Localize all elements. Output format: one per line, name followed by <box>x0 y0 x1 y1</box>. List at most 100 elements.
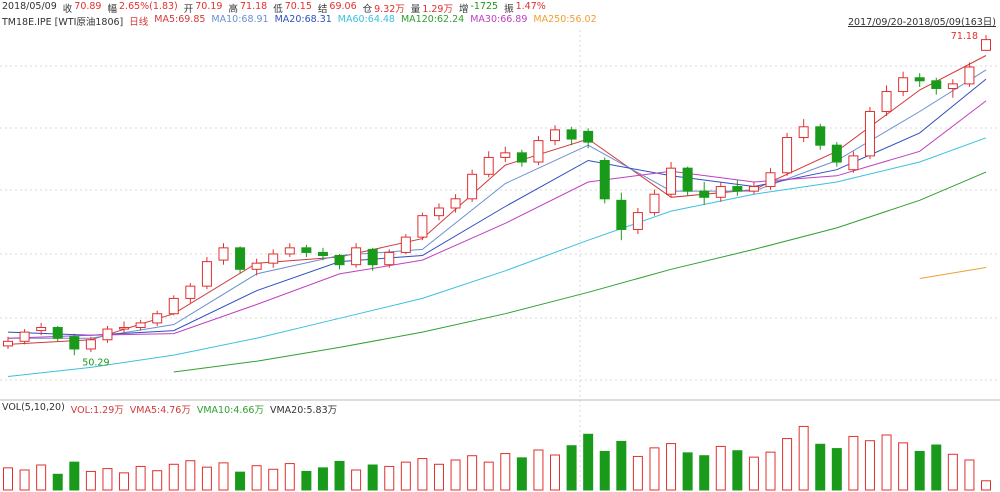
candle-body <box>914 77 925 82</box>
candle-body <box>616 199 627 230</box>
legend-entry: VMA5:4.76万 <box>129 405 191 416</box>
candle-body <box>351 247 362 266</box>
candle-body <box>516 152 527 163</box>
annotation: 50.29 <box>82 357 109 368</box>
candle-body <box>52 327 63 339</box>
volume-bar <box>433 463 444 491</box>
volume-bar <box>715 445 726 491</box>
candle-body <box>119 327 130 330</box>
candle-body <box>682 167 693 192</box>
candle-body <box>433 207 444 217</box>
candle-body <box>367 248 378 266</box>
volume-bar <box>616 440 627 491</box>
candle-body <box>467 173 478 200</box>
candle-body <box>235 247 246 270</box>
quote-label: 仓 <box>362 4 373 15</box>
candle-body <box>185 285 196 299</box>
quote-value: 70.15 <box>284 1 312 12</box>
candle-body <box>981 39 991 51</box>
candle-body <box>649 193 660 214</box>
candle-body <box>947 83 958 89</box>
range-label: 2017/09/20-2018/05/09(163日) <box>848 14 996 28</box>
volume-bar <box>765 451 776 491</box>
volume-bar <box>268 468 279 491</box>
candle-body <box>251 262 262 270</box>
volume-bar <box>931 444 942 491</box>
quote-label: 振 <box>504 4 514 15</box>
candle-body <box>732 186 743 192</box>
legend-entry: VMA20:5.83万 <box>269 405 338 416</box>
candle-body <box>284 247 295 255</box>
volume-header: VOL(5,10,20) VOL:1.29万 VMA5:4.76万 VMA10:4.… <box>2 402 337 416</box>
ma-header: TM18E.IPE [WTI原油1806] 日线 MA5:69.85 MA10:6… <box>2 14 597 28</box>
volume-bar <box>898 442 909 491</box>
date: 2018/05/09 <box>2 1 57 12</box>
volume-bar <box>36 464 47 491</box>
annotation: 71.18 <box>951 31 978 42</box>
candle-body <box>36 327 47 332</box>
candle-body <box>69 336 80 350</box>
period: 日线 <box>129 17 149 28</box>
quote-value: 1.47% <box>515 1 546 12</box>
volume-bar <box>52 473 63 491</box>
quote-label: 量 <box>410 4 421 15</box>
candle-body <box>815 126 826 146</box>
candle-body <box>798 126 809 139</box>
volume-bar <box>599 450 610 491</box>
volume-bar <box>483 461 494 491</box>
volume-bar <box>467 455 478 491</box>
quote-label: 开 <box>183 4 194 15</box>
candle-body <box>3 340 13 347</box>
ma-line <box>173 171 987 373</box>
volume-bar <box>102 468 113 491</box>
symbol: TM18E.IPE [WTI原油1806] <box>2 17 124 28</box>
volume-bar <box>550 454 561 491</box>
volume-bar <box>583 433 594 491</box>
candle-body <box>782 137 793 174</box>
candle-body <box>632 212 643 230</box>
volume-bar <box>848 435 859 491</box>
candle-body <box>218 247 229 261</box>
volume-bar <box>632 455 643 491</box>
volume-bar <box>964 459 975 491</box>
volume-bar <box>666 443 677 491</box>
candle-body <box>417 215 428 238</box>
quote-value: 69.06 <box>329 1 357 12</box>
legend-entry: MA20:68.31 <box>274 14 332 25</box>
legend-entry: MA60:64.48 <box>337 14 395 25</box>
volume-bar <box>400 461 411 491</box>
volume-bar <box>251 465 262 491</box>
candle-body <box>135 322 146 329</box>
candle-body <box>848 155 859 171</box>
volume-bar <box>317 467 328 491</box>
volume-bar <box>351 469 362 491</box>
volume-bar <box>864 440 875 491</box>
legend-entry: MA250:56.02 <box>533 14 597 25</box>
volume-bar <box>235 471 246 491</box>
candle-body <box>765 172 776 188</box>
candle-body <box>831 144 842 163</box>
legend-entry: VMA10:4.66万 <box>196 405 264 416</box>
candle-body <box>898 77 909 93</box>
volume-bar <box>947 453 958 491</box>
candle-body <box>964 66 975 85</box>
candle-body <box>748 186 759 192</box>
quote-label: 增 <box>458 4 469 15</box>
candle-body <box>268 253 279 264</box>
volume-bar <box>284 463 295 491</box>
ma-line <box>7 137 987 377</box>
volume-bar <box>384 465 395 491</box>
candle-body <box>599 160 610 200</box>
volume-bar <box>914 450 925 491</box>
candle-body <box>19 331 30 342</box>
volume-bar <box>881 434 892 491</box>
volume-bar <box>748 456 759 491</box>
legend-entry: MA5:69.85 <box>154 14 206 25</box>
volume-bar <box>831 448 842 491</box>
volume-bar <box>699 455 710 491</box>
quote-value: 2.65%(1.83) <box>119 1 178 12</box>
volume-bar <box>367 464 378 491</box>
ma-line <box>7 100 987 339</box>
candle-body <box>168 297 179 315</box>
